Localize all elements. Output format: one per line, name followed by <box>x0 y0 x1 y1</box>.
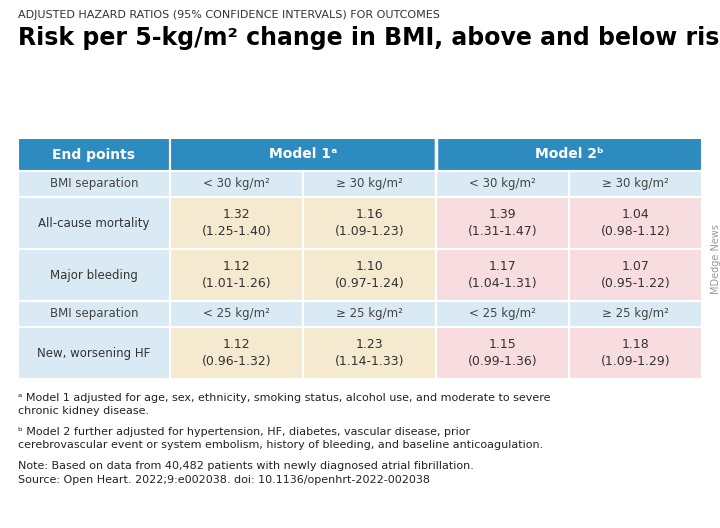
Text: 1.39
(1.31-1.47): 1.39 (1.31-1.47) <box>468 208 537 238</box>
Bar <box>569 301 702 327</box>
Bar <box>436 171 569 197</box>
Bar <box>436 301 569 327</box>
Bar <box>18 327 170 379</box>
Bar <box>18 197 170 249</box>
Bar <box>303 171 436 197</box>
Text: Model 1ᵃ: Model 1ᵃ <box>269 147 337 162</box>
Bar <box>436 249 569 301</box>
Text: Source: Open Heart. 2022;9:e002038. doi: 10.1136/openhrt-2022-002038: Source: Open Heart. 2022;9:e002038. doi:… <box>18 475 430 485</box>
Bar <box>18 171 170 197</box>
Text: 1.32
(1.25-1.40): 1.32 (1.25-1.40) <box>202 208 271 238</box>
Text: < 25 kg/m²: < 25 kg/m² <box>469 307 536 320</box>
Text: 1.18
(1.09-1.29): 1.18 (1.09-1.29) <box>600 338 670 367</box>
Bar <box>569 249 702 301</box>
Text: Major bleeding: Major bleeding <box>50 269 138 281</box>
Text: 1.15
(0.99-1.36): 1.15 (0.99-1.36) <box>468 338 537 367</box>
Text: 1.17
(1.04-1.31): 1.17 (1.04-1.31) <box>468 260 537 290</box>
Text: ≥ 25 kg/m²: ≥ 25 kg/m² <box>602 307 669 320</box>
Text: 1.10
(0.97-1.24): 1.10 (0.97-1.24) <box>335 260 405 290</box>
Text: ᵃ Model 1 adjusted for age, sex, ethnicity, smoking status, alcohol use, and mod: ᵃ Model 1 adjusted for age, sex, ethnici… <box>18 393 551 416</box>
Text: 1.12
(1.01-1.26): 1.12 (1.01-1.26) <box>202 260 271 290</box>
Text: < 25 kg/m²: < 25 kg/m² <box>203 307 270 320</box>
Bar <box>436 327 569 379</box>
Text: Risk per 5-kg/m² change in BMI, above and below risk nadir: Risk per 5-kg/m² change in BMI, above an… <box>18 26 720 50</box>
Bar <box>170 138 436 171</box>
Text: MDedge News: MDedge News <box>711 223 720 294</box>
Text: BMI separation: BMI separation <box>50 307 138 320</box>
Bar <box>303 249 436 301</box>
Bar <box>18 301 170 327</box>
Bar <box>170 327 303 379</box>
Text: 1.07
(0.95-1.22): 1.07 (0.95-1.22) <box>600 260 670 290</box>
Text: < 30 kg/m²: < 30 kg/m² <box>469 177 536 191</box>
Text: 1.12
(0.96-1.32): 1.12 (0.96-1.32) <box>202 338 271 367</box>
Text: ᵇ Model 2 further adjusted for hypertension, HF, diabetes, vascular disease, pri: ᵇ Model 2 further adjusted for hypertens… <box>18 427 544 450</box>
Bar <box>303 327 436 379</box>
Text: All-cause mortality: All-cause mortality <box>38 216 150 230</box>
Text: < 30 kg/m²: < 30 kg/m² <box>203 177 270 191</box>
Text: ≥ 30 kg/m²: ≥ 30 kg/m² <box>602 177 669 191</box>
Bar <box>18 138 170 171</box>
Text: 1.16
(1.09-1.23): 1.16 (1.09-1.23) <box>335 208 405 238</box>
Bar <box>569 171 702 197</box>
Bar <box>170 249 303 301</box>
Bar <box>170 171 303 197</box>
Bar <box>170 301 303 327</box>
Bar <box>303 301 436 327</box>
Bar <box>436 138 702 171</box>
Text: BMI separation: BMI separation <box>50 177 138 191</box>
Text: End points: End points <box>53 147 135 162</box>
Text: 1.04
(0.98-1.12): 1.04 (0.98-1.12) <box>600 208 670 238</box>
Bar <box>18 249 170 301</box>
Text: ≥ 25 kg/m²: ≥ 25 kg/m² <box>336 307 403 320</box>
Text: ADJUSTED HAZARD RATIOS (95% CONFIDENCE INTERVALS) FOR OUTCOMES: ADJUSTED HAZARD RATIOS (95% CONFIDENCE I… <box>18 10 440 20</box>
Text: Model 2ᵇ: Model 2ᵇ <box>535 147 603 162</box>
Text: 1.23
(1.14-1.33): 1.23 (1.14-1.33) <box>335 338 404 367</box>
Text: Note: Based on data from 40,482 patients with newly diagnosed atrial fibrillatio: Note: Based on data from 40,482 patients… <box>18 461 474 471</box>
Text: New, worsening HF: New, worsening HF <box>37 346 150 360</box>
Text: ≥ 30 kg/m²: ≥ 30 kg/m² <box>336 177 403 191</box>
Bar <box>170 197 303 249</box>
Bar <box>303 197 436 249</box>
Bar <box>436 197 569 249</box>
Bar <box>569 327 702 379</box>
Bar <box>569 197 702 249</box>
